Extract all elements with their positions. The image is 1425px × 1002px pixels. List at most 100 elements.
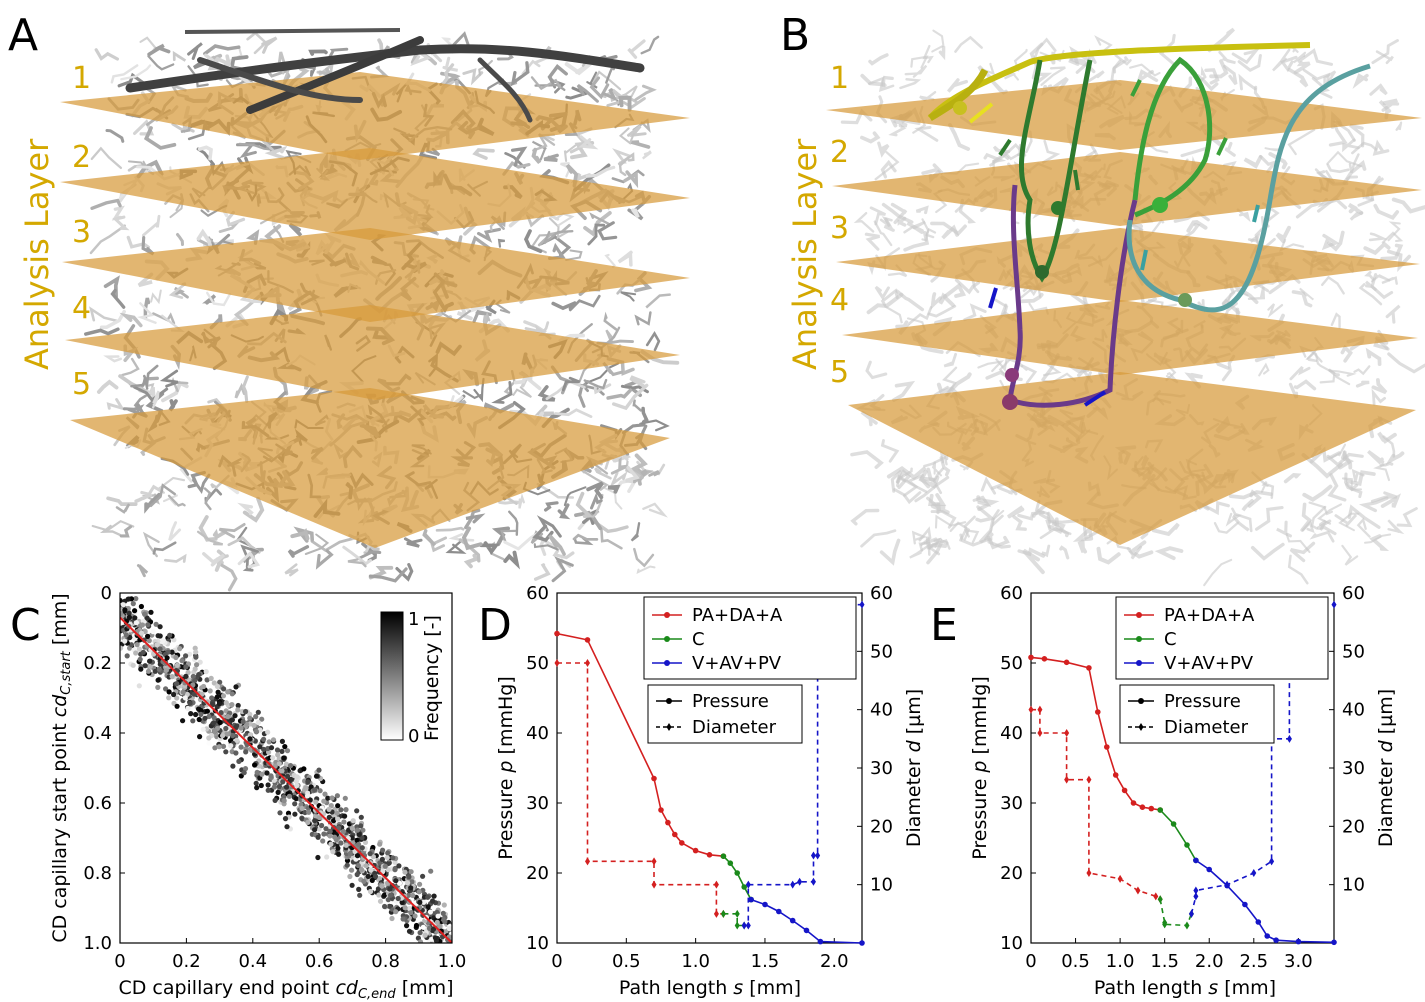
vessel-segment <box>567 63 591 73</box>
scatter-point <box>425 895 430 900</box>
panel-b-node <box>1005 368 1019 382</box>
pressure-point <box>859 940 865 946</box>
panel-a-layer-2: 2 <box>72 140 91 175</box>
scatter-point <box>423 933 428 938</box>
scatter-point <box>412 913 417 918</box>
scatter-point <box>180 718 185 723</box>
scatter-point <box>284 824 289 829</box>
scatter-point <box>139 631 144 636</box>
legend-label: PA+DA+A <box>1164 605 1255 626</box>
vessel-segment <box>1313 532 1333 541</box>
vessel-segment <box>499 240 505 247</box>
panel-b-node <box>1035 265 1049 279</box>
scatter-point <box>193 712 198 717</box>
panel-b-flow-arrow <box>1218 138 1226 155</box>
vessel-segment <box>883 77 892 86</box>
vessel-segment <box>566 251 581 260</box>
vessel-segment <box>244 377 248 402</box>
scatter-point <box>256 720 261 725</box>
scatter-point <box>155 685 160 690</box>
x-tick-label: 0 <box>1025 951 1036 972</box>
vessel-segment <box>146 128 174 148</box>
scatter-point <box>259 783 264 788</box>
vessel-segment <box>1368 451 1382 462</box>
pressure-point <box>1256 919 1262 925</box>
vessel-segment <box>424 531 435 546</box>
diameter-point <box>735 910 740 918</box>
diameter-point <box>1184 922 1189 930</box>
scatter-point <box>236 703 241 708</box>
scatter-point <box>242 770 247 775</box>
scatter-point <box>205 709 210 714</box>
legend-style-marker <box>1138 698 1144 704</box>
diameter-point <box>652 857 657 865</box>
scatter-point <box>272 784 277 789</box>
pressure-point <box>728 860 734 866</box>
scatter-point <box>287 794 292 799</box>
scatter-point <box>418 939 423 944</box>
vessel-segment <box>853 511 878 524</box>
vessel-segment <box>513 63 528 83</box>
vessel-segment <box>1384 437 1394 457</box>
diameter-point <box>1158 895 1163 903</box>
diameter-point <box>860 601 865 609</box>
diameter-point <box>714 910 719 918</box>
y2-tick-label: 60 <box>870 583 893 604</box>
vessel-segment <box>536 565 549 579</box>
vessel-segment <box>1295 381 1314 388</box>
scatter-point <box>284 785 289 790</box>
vessel-segment <box>1043 141 1057 162</box>
y-tick-label: 60 <box>1000 583 1023 604</box>
vessel-segment <box>145 534 159 556</box>
scatter-point <box>139 604 144 609</box>
scatter-point <box>145 622 150 627</box>
legend-marker <box>664 636 670 642</box>
y-tick-label: 40 <box>1000 723 1023 744</box>
vessel-segment <box>1368 352 1379 365</box>
vessel-segment <box>944 354 955 366</box>
x-tick-label: 1.0 <box>438 951 467 972</box>
vessel-segment <box>1261 157 1275 172</box>
scatter-point <box>405 880 410 885</box>
x-tick-label: 1.0 <box>681 951 710 972</box>
scatter-point <box>380 857 385 862</box>
vessel-segment <box>448 541 463 553</box>
panel-d-plot: 0 0.5 1.0 1.5 2.0102030405060102030405060PA+… <box>526 583 893 972</box>
vessel-segment <box>1304 487 1330 500</box>
scatter-point <box>216 690 221 695</box>
diameter-point <box>735 922 740 930</box>
scatter-point <box>209 676 214 681</box>
vessel-segment <box>170 523 180 541</box>
vessel-segment <box>867 362 886 377</box>
pressure-point <box>776 909 782 915</box>
scatter-point <box>417 889 422 894</box>
scatter-point <box>173 655 178 660</box>
y-tick-label: 0.8 <box>83 863 112 884</box>
scatter-point <box>201 727 206 732</box>
panel-b-layer-title: Analysis Layer <box>786 138 824 370</box>
pressure-point <box>748 897 754 903</box>
diameter-point <box>714 881 719 889</box>
scatter-point <box>134 620 139 625</box>
vessel-segment <box>882 540 899 562</box>
scatter-point <box>316 835 321 840</box>
scatter-point <box>280 739 285 744</box>
vessel-segment <box>943 228 957 238</box>
scatter-point <box>277 784 282 789</box>
scatter-point <box>254 785 259 790</box>
scatter-point <box>358 823 363 828</box>
scatter-point <box>206 741 211 746</box>
scatter-point <box>254 781 259 786</box>
pressure-point <box>658 807 664 813</box>
vessel-segment <box>642 37 658 53</box>
scatter-point <box>442 902 447 907</box>
vessel-segment <box>99 382 117 392</box>
scatter-point <box>126 597 131 602</box>
vessel-segment <box>605 316 616 329</box>
x-tick-label: 0.5 <box>1061 951 1090 972</box>
scatter-point <box>254 729 259 734</box>
vessel-segment <box>1139 72 1157 81</box>
panel-d-y2label: Diameter d [µm] <box>903 689 925 847</box>
scatter-point <box>301 766 306 771</box>
panel-e-y2label: Diameter d [µm] <box>1375 689 1397 847</box>
